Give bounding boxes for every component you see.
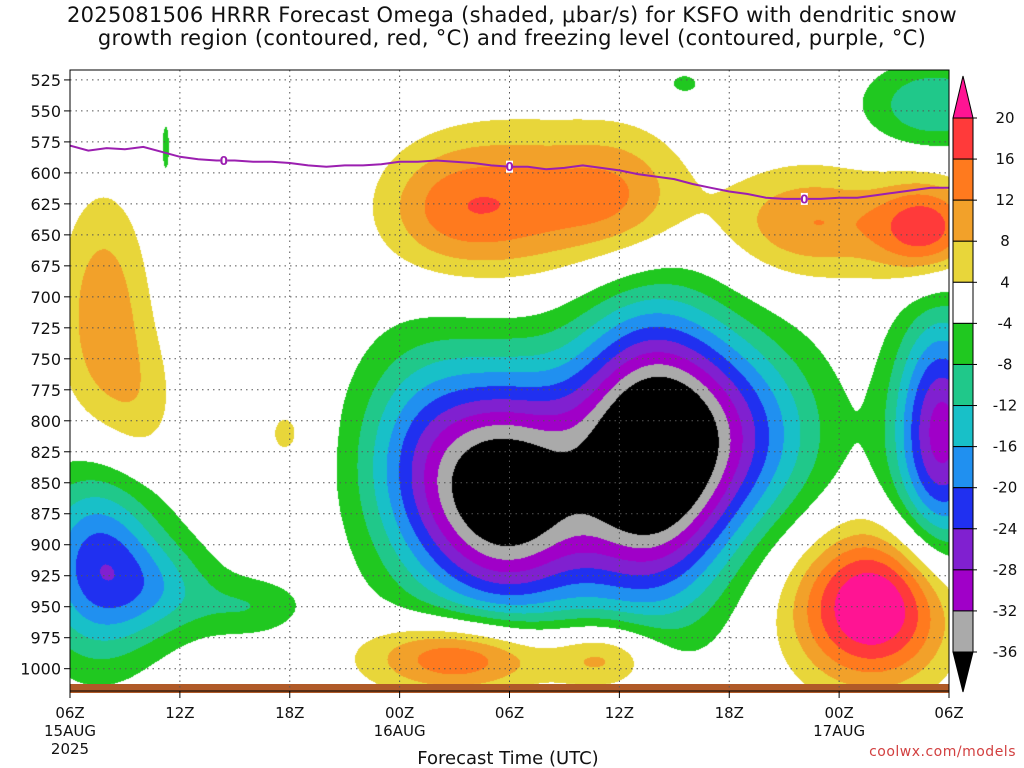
colorbar-label: -8 [998,355,1013,373]
colorbar-bin [952,199,974,242]
x-tick-date: 15AUG [44,722,96,740]
chart-title: 2025081506 HRRR Forecast Omega (shaded, … [0,4,1024,50]
colorbar-label: 4 [1000,273,1010,291]
colorbar-label: -32 [993,602,1018,620]
colorbar-label: -28 [993,561,1018,579]
x-tick-label: 06Z [934,704,963,722]
x-tick-label: 18Z [715,704,744,722]
ground-strip [70,684,949,693]
x-tick-year: 2025 [51,740,89,758]
colorbar-label: 8 [1000,232,1010,250]
x-tick-date: 16AUG [374,722,426,740]
x-tick-label: 12Z [605,704,634,722]
chart-title-line1: 2025081506 HRRR Forecast Omega (shaded, … [66,3,958,27]
colorbar-label: -20 [993,479,1018,497]
colorbar-label: 20 [995,109,1014,127]
plot-area: 0 0 0 [69,69,950,693]
y-tick-label: 900 [30,536,61,555]
colorbar-bin [952,117,974,160]
x-axis-title: Forecast Time (UTC) [417,748,598,768]
colorbar-bin [952,528,974,571]
y-tick-label: 1000 [20,660,61,679]
freezing-level-label: 0 [220,154,228,168]
y-tick-label: 925 [30,567,61,586]
y-tick-label: 725 [30,319,61,338]
y-tick-label: 575 [30,133,61,152]
y-tick-label: 950 [30,598,61,617]
y-tick-label: 825 [30,443,61,462]
colorbar-label: -24 [993,520,1018,538]
freezing-level-label: 0 [800,192,808,206]
colorbar-bin [952,405,974,448]
credit-text[interactable]: coolwx.com/models [869,744,1016,760]
chart-title-line2: growth region (contoured, red, °C) and f… [97,26,927,50]
y-tick-label: 600 [30,164,61,183]
y-tick-label: 650 [30,226,61,245]
colorbar: 20 16 12 8 4 -4 -8 -12 -16 -20 -24 -28 -32 -36 [952,75,1018,693]
colorbar-bin [952,322,974,365]
colorbar-label: -36 [993,643,1018,661]
freezing-level-label-bg [800,192,808,205]
colorbar-bin [952,158,974,201]
colorbar-bin [952,569,974,612]
y-tick-label: 550 [30,102,61,121]
y-tick-label: 750 [30,350,61,369]
y-tick-label: 700 [30,288,61,307]
colorbar-label: 12 [995,191,1014,209]
freezing-level-label-bg [506,160,513,173]
x-tick-date: 17AUG [813,722,865,740]
y-tick-label: 975 [30,629,61,648]
colorbar-bottom-arrow [952,651,974,693]
freezing-level-layer: 0 0 0 [70,144,949,206]
y-tick-label: 525 [30,71,61,90]
colorbar-bin [952,281,974,324]
x-tick-label: 12Z [165,704,194,722]
grid-lines [70,70,949,691]
y-tick-label: 625 [30,195,61,214]
colorbar-bin [952,487,974,530]
colorbar-top-arrow [952,75,974,119]
y-axis: 525 550 575 600 625 650 675 700 725 750 775 800 825 8… [20,71,70,679]
colorbar-label: -16 [993,438,1018,456]
colorbar-bin [952,446,974,489]
y-tick-label: 800 [30,412,61,431]
y-tick-label: 850 [30,474,61,493]
x-tick-label: 18Z [275,704,304,722]
y-tick-label: 875 [30,505,61,524]
colorbar-bin [952,610,974,653]
freezing-level-label-bg [220,154,228,167]
y-tick-label: 675 [30,257,61,276]
x-tick-label: 00Z [385,704,414,722]
freezing-level-label: 0 [505,160,513,174]
colorbar-label: -12 [993,397,1018,415]
colorbar-bin [952,363,974,407]
y-tick-label: 775 [30,381,61,400]
x-tick-label: 00Z [824,704,853,722]
colorbar-label: 16 [995,150,1014,168]
colorbar-bin [952,240,974,283]
colorbar-label: -4 [998,314,1013,332]
x-tick-label: 06Z [55,704,84,722]
x-tick-label: 06Z [495,704,524,722]
